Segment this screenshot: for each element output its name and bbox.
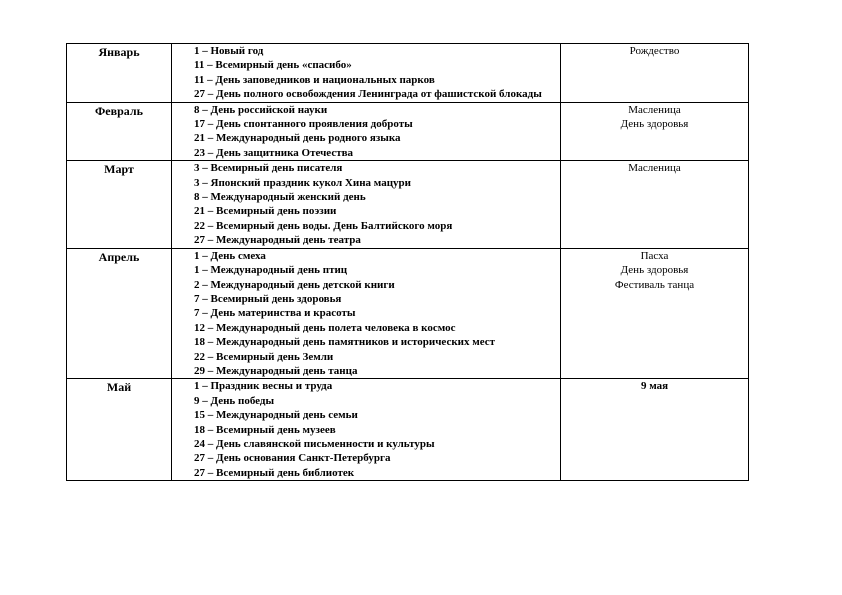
event-item: 8 – День российской науки [194,103,328,116]
note-item: Фестиваль танца [614,278,695,291]
event-item: 17 – День спонтанного проявления доброты [194,118,413,131]
event-item: 24 – День славянской письменности и куль… [194,437,435,450]
month-row: Март 3 – Всемирный день писателя 3 – Японс… [66,160,749,249]
event-item: 7 – Всемирный день здоровья [194,292,342,305]
event-item: 15 – Международный день семьи [194,409,358,422]
note-item: Рождество [629,45,680,57]
event-item: 22 – Всемирный день воды. День Балтийско… [194,219,453,232]
event-item: 1 – День смеха [194,249,266,262]
month-name: Май [66,378,172,482]
event-item: 21 – Международный день родного языка [194,132,401,145]
event-item: 21 – Всемирный день поэзии [194,205,337,218]
month-name: Апрель [66,247,172,380]
event-item: 3 – Всемирный день писателя [194,162,343,175]
events-cell: 1 – Праздник весны и труда 9 – День побед… [171,378,561,482]
event-item: 27 – Всемирный день библиотек [194,466,355,479]
note-item: День здоровья [620,118,689,131]
event-item: 12 – Международный день полета человека … [194,321,456,334]
event-item: 22 – Всемирный день Земли [194,350,334,363]
event-item: 23 – День защитника Отечества [194,146,354,159]
month-name: Январь [66,43,172,103]
event-item: 1 – Новый год [194,45,264,57]
note-item: Пасха [640,249,669,262]
note-item: День здоровья [620,264,689,277]
event-item: 11 – День заповедников и национальных па… [194,73,435,86]
events-cell: 1 – Новый год 11 – Всемирный день «спасиб… [171,43,561,103]
event-item: 1 – Праздник весны и труда [194,380,333,393]
event-item: 8 – Международный женский день [194,191,366,204]
event-item: 27 – Международный день театра [194,234,361,247]
event-item: 9 – День победы [194,394,275,407]
event-item: 27 – День основания Санкт-Петербурга [194,452,391,465]
event-item: 11 – Всемирный день «спасибо» [194,59,352,72]
note-item: Масленица [628,103,681,116]
event-item: 2 – Международный день детской книги [194,278,395,291]
event-item: 29 – Международный день танца [194,364,358,377]
calendar-table: Январь 1 – Новый год 11 – Всемирный день «… [66,43,749,482]
events-cell: 8 – День российской науки 17 – День спонт… [171,101,561,162]
event-item: 18 – Международный день памятников и ист… [194,336,496,349]
notes-cell: Рождество [560,43,749,103]
event-item: 18 – Всемирный день музеев [194,423,336,436]
notes-cell: Пасха День здоровья Фестиваль танца [560,247,749,380]
events-cell: 3 – Всемирный день писателя 3 – Японский … [171,160,561,249]
notes-cell: Масленица [560,160,749,249]
month-name: Февраль [66,101,172,162]
month-row: Февраль 8 – День российской науки 17 – Ден… [66,101,749,162]
month-row: Январь 1 – Новый год 11 – Всемирный день «… [66,43,749,103]
event-item: 1 – Международный день птиц [194,264,348,277]
month-row: Май 1 – Праздник весны и труда 9 – День по… [66,378,749,482]
event-item: 7 – День материнства и красоты [194,307,356,320]
month-row: Апрель 1 – День смеха 1 – Международный де… [66,247,749,380]
notes-cell: 9 мая [560,378,749,482]
notes-cell: Масленица День здоровья [560,101,749,162]
event-item: 27 – День полного освобождения Ленинград… [194,88,542,101]
note-item: Масленица [628,162,681,175]
events-cell: 1 – День смеха 1 – Международный день пти… [171,247,561,380]
event-item: 3 – Японский праздник кукол Хина мацури [194,176,412,189]
month-name: Март [66,160,172,249]
note-item: 9 мая [640,380,669,393]
